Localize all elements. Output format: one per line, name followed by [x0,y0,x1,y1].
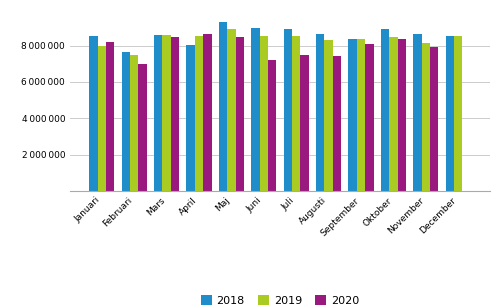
Bar [154,35,162,191]
Bar [430,47,438,191]
Bar [251,28,260,191]
Bar [446,37,454,191]
Bar [398,39,406,191]
Bar [171,37,179,191]
Bar [348,39,357,191]
Bar [316,34,324,191]
Bar [162,35,171,191]
Legend: 2018, 2019, 2020: 2018, 2019, 2020 [196,291,364,308]
Bar [300,55,309,191]
Bar [260,37,268,191]
Bar [138,64,147,191]
Bar [381,29,389,191]
Bar [227,29,235,191]
Bar [89,37,98,191]
Bar [413,34,422,191]
Bar [389,37,398,191]
Bar [218,22,227,191]
Bar [186,45,195,191]
Bar [122,52,130,191]
Bar [365,44,374,191]
Bar [98,46,106,191]
Bar [203,34,211,191]
Bar [357,39,365,191]
Bar [324,40,333,191]
Bar [130,55,138,191]
Bar [284,29,292,191]
Bar [422,43,430,191]
Bar [268,60,276,191]
Bar [106,42,114,191]
Bar [333,55,342,191]
Bar [454,36,462,191]
Bar [292,36,300,191]
Bar [236,37,244,191]
Bar [195,36,203,191]
